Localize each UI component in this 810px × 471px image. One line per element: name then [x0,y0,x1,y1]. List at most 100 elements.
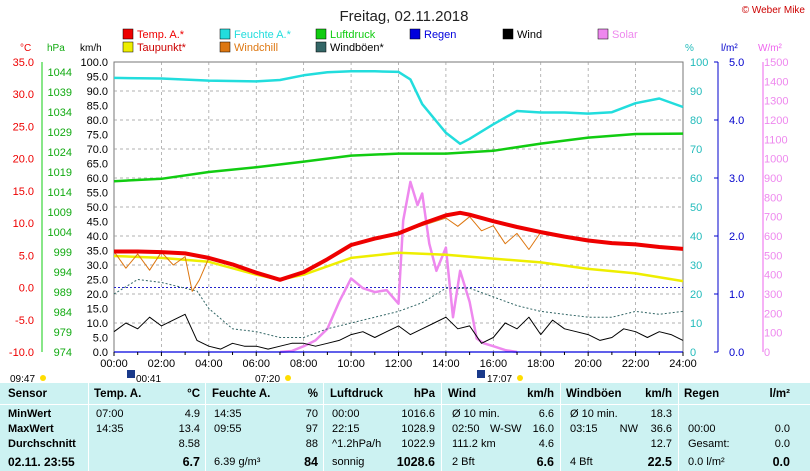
stat-cell-hum-t: 14:35 [214,408,242,420]
solar-tick-label: 600 [764,231,782,243]
legend-swatch [122,41,134,53]
legend-swatch [219,41,231,53]
time-tick-label: 22:00 [622,358,650,370]
pressure-tick-label: 1044 [48,67,72,79]
humidity-tick-label: 60 [690,173,702,185]
time-tick-label: 16:00 [480,358,508,370]
solar-tick-label: 1100 [764,134,788,146]
pressure-tick-label: 984 [54,307,72,319]
pressure-tick-label: 1009 [48,207,72,219]
series-line-taupunkt [113,251,684,283]
solar-tick-label: 1400 [764,76,788,88]
time-tick-label: 18:00 [527,358,555,370]
stat-cell-temp-t: 07:00 [96,408,124,420]
time-tick-label: 02:00 [148,358,176,370]
stat-cell-temp-v: 6.7 [182,455,200,469]
header-humidity-unit: % [307,388,318,400]
stat-cell-press-v: 1022.9 [401,438,435,450]
stat-cell-gust-v: 18.3 [650,408,672,420]
header-gust: Windböen [566,388,622,400]
stat-cell-temp-v: 13.4 [178,423,200,435]
speed-tick-label: 75.0 [87,130,108,142]
speed-tick-label: 0.0 [93,347,108,359]
pressure-tick-label: 1034 [48,107,72,119]
legend-swatch [502,28,514,40]
sunrise-icon [285,375,291,381]
humidity-tick-label: 20 [690,289,702,301]
rain-tick-label: 5.0 [729,57,744,69]
header-pressure: Luftdruck [330,388,384,400]
speed-tick-label: 30.0 [87,260,108,272]
pressure-tick-label: 979 [54,327,72,339]
stat-cell-rain-t: 0.0 l/m² [688,456,725,468]
stat-cell-temp-v: 4.9 [184,408,200,420]
solar-tick-label: 700 [764,212,782,224]
series-line-wind [113,313,684,350]
stat-cell-wind-v: 16.0 [532,423,554,435]
stat-cell-press-v: 1016.6 [401,408,435,420]
stat-cell-wind-dir: W-SW [490,423,522,435]
speed-tick-label: 15.0 [87,304,108,316]
stat-cell-press-t: 22:15 [332,423,360,435]
solar-tick-label: 800 [764,192,782,204]
speed-tick-label: 5.0 [93,333,108,345]
speed-tick-label: 95.0 [87,72,108,84]
pressure-tick-label: 1029 [48,127,72,139]
chart-series [113,70,684,354]
stat-cell-hum-v: 70 [305,408,318,420]
header-temp-unit: °C [187,388,200,400]
stat-cell-wind-t: 02:50 [452,423,480,435]
stat-cell-hum-t: 09:55 [214,423,242,435]
temp-tick-label: 15.0 [13,186,34,198]
temp-tick-label: -5.0 [15,315,34,327]
rain-tick-label: 1.0 [729,289,744,301]
time-tick-label: 20:00 [574,358,602,370]
stat-cell-rain-t: 00:00 [688,423,716,435]
stat-cell-rain-v: 0.0 [774,438,790,450]
unit-temp: °C [20,43,31,54]
stat-cell-wind-t: 2 Bft [452,456,475,468]
speed-tick-label: 85.0 [87,101,108,113]
sunset-icon [477,370,485,378]
legend-label: Wind [517,29,542,41]
time-tick-label: 10:00 [337,358,365,370]
stat-cell-label: MinWert [8,408,52,420]
speed-tick-label: 20.0 [87,289,108,301]
stat-cell-gust-v: 36.6 [650,423,672,435]
header-sensor: Sensor [8,388,47,400]
humidity-tick-label: 10 [690,318,702,330]
header-rain-unit: l/m² [769,388,790,400]
unit-humidity: % [685,43,694,54]
solar-tick-label: 1300 [764,96,788,108]
speed-tick-label: 100.0 [80,57,108,69]
solar-tick-label: 100 [764,328,782,340]
sunset-sun-icon [517,375,523,381]
stat-cell-press-t: 00:00 [332,408,360,420]
stat-cell-press-t: ^1.2hPa/h [332,438,382,450]
humidity-tick-label: 90 [690,86,702,98]
stat-cell-rain-v: 0.0 [772,455,790,469]
stat-cell-hum-t: 6.39 g/m³ [214,456,261,468]
legend-swatch [409,28,421,40]
statistics-table: Sensor Temp. A. °C Feuchte A. % Luftdruc… [0,383,810,471]
stat-cell-wind-t: Ø 10 min. [452,408,500,420]
chart-legend: Temp. A.* Feuchte A.* Luftdruck Regen Wind So… [122,28,638,54]
speed-tick-label: 25.0 [87,275,108,287]
time-tick-label: 00:00 [100,358,128,370]
legend-swatch [315,41,327,53]
stat-cell-wind-v: 6.6 [538,408,554,420]
temp-tick-label: 5.0 [19,250,34,262]
solar-tick-label: 1000 [764,154,788,166]
legend-label: Taupunkt* [137,42,187,54]
stat-cell-label: 02.11. 23:55 [8,455,75,469]
humidity-tick-label: 70 [690,144,702,156]
speed-tick-label: 65.0 [87,159,108,171]
temp-tick-label: 30.0 [13,89,34,101]
speed-tick-label: 10.0 [87,318,108,330]
temp-tick-label: 0.0 [19,283,34,295]
stat-cell-label: Durchschnitt [8,438,76,450]
time-tick-label: 12:00 [385,358,413,370]
stat-cell-gust-dir: NW [619,423,638,435]
humidity-tick-label: 100 [690,57,708,69]
pressure-tick-label: 974 [54,347,72,359]
